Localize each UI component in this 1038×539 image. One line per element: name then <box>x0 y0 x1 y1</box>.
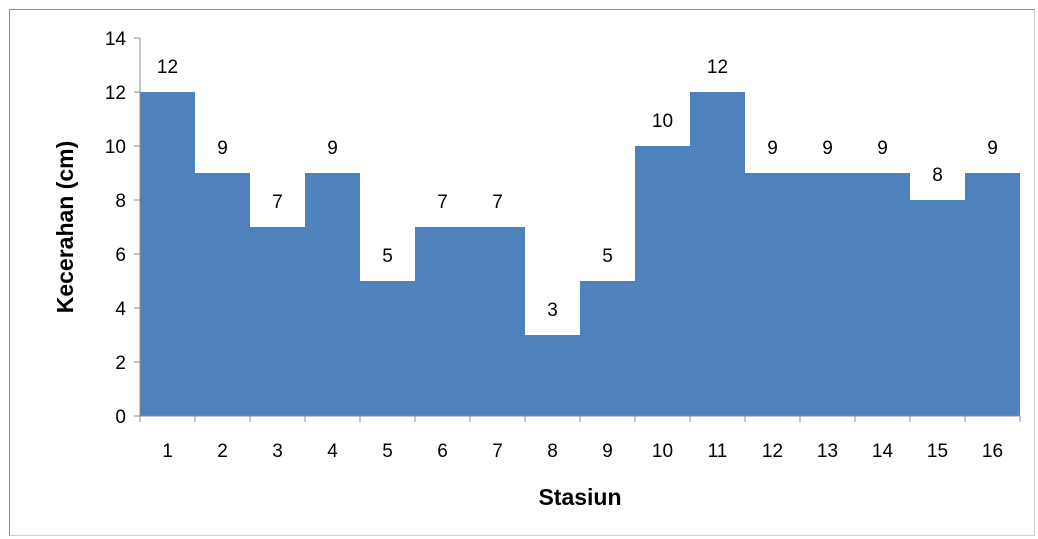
data-label: 10 <box>652 111 673 132</box>
data-label: 3 <box>547 300 558 321</box>
data-label: 9 <box>327 138 338 159</box>
x-tick-label: 2 <box>217 441 228 462</box>
x-tick-label: 14 <box>872 441 894 462</box>
x-tick-label: 3 <box>272 441 283 462</box>
y-tick-label: 8 <box>115 191 126 212</box>
data-label: 9 <box>767 138 778 159</box>
series-area <box>140 92 1020 416</box>
data-label: 7 <box>272 192 283 213</box>
x-tick-label: 8 <box>547 441 558 462</box>
data-label: 9 <box>217 138 228 159</box>
x-tick-label: 10 <box>652 441 673 462</box>
data-label: 12 <box>157 57 178 78</box>
y-tick-label: 12 <box>105 83 126 104</box>
y-tick-label: 14 <box>105 29 127 50</box>
chart-frame <box>9 9 1035 536</box>
x-tick-label: 7 <box>492 441 503 462</box>
data-label: 7 <box>437 192 448 213</box>
x-tick-label: 13 <box>817 441 838 462</box>
data-label: 9 <box>877 138 888 159</box>
x-tick-label: 11 <box>708 441 728 462</box>
x-tick-label: 16 <box>982 441 1003 462</box>
data-label: 8 <box>932 165 943 186</box>
data-label: 9 <box>987 138 998 159</box>
x-tick-label: 4 <box>327 441 338 462</box>
x-tick-label: 6 <box>437 441 448 462</box>
data-label: 12 <box>707 57 728 78</box>
x-tick-label: 1 <box>162 441 173 462</box>
data-label: 5 <box>602 246 613 267</box>
data-label: 5 <box>382 246 393 267</box>
x-tick-label: 12 <box>762 441 783 462</box>
y-axis-title: Kecerahan (cm) <box>52 141 78 314</box>
x-axis-title: Stasiun <box>538 484 621 510</box>
x-tick-label: 9 <box>602 441 613 462</box>
y-tick-label: 2 <box>115 353 126 374</box>
x-tick-label: 5 <box>382 441 393 462</box>
data-label: 9 <box>822 138 833 159</box>
data-label: 7 <box>492 192 503 213</box>
y-tick-label: 6 <box>115 245 126 266</box>
x-tick-label: 15 <box>927 441 948 462</box>
y-tick-label: 4 <box>115 299 126 320</box>
y-tick-label: 0 <box>115 407 126 428</box>
y-tick-label: 10 <box>105 137 126 158</box>
